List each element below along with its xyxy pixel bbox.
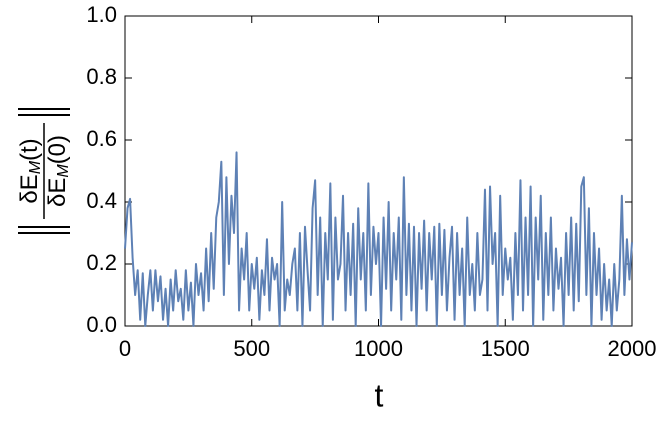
y-tick-label: 0.6 xyxy=(86,126,117,151)
x-tick-label: 2000 xyxy=(608,336,657,361)
x-tick-label: 1500 xyxy=(481,336,530,361)
symbol: δE xyxy=(16,174,43,203)
x-tick-label: 500 xyxy=(233,336,270,361)
data-line xyxy=(124,151,633,327)
numerator: δEM(t) xyxy=(16,138,44,203)
argument: (t) xyxy=(16,138,43,161)
y-tick-label: 0.2 xyxy=(86,250,117,275)
argument: (0) xyxy=(44,135,71,164)
symbol: δE xyxy=(44,178,71,207)
y-tick-label: 0.4 xyxy=(86,188,117,213)
denominator: δEM(0) xyxy=(44,135,72,207)
y-axis-label: δEM(t) δEM(0) xyxy=(16,108,72,234)
x-tick-label: 1000 xyxy=(354,336,403,361)
y-tick-label: 0.0 xyxy=(86,312,117,337)
subscript: M xyxy=(27,160,44,174)
y-tick-label: 1.0 xyxy=(86,2,117,27)
subscript: M xyxy=(55,164,72,178)
x-axis-label: t xyxy=(375,377,384,413)
y-tick-label: 0.8 xyxy=(86,64,117,89)
x-tick-label: 0 xyxy=(119,336,131,361)
